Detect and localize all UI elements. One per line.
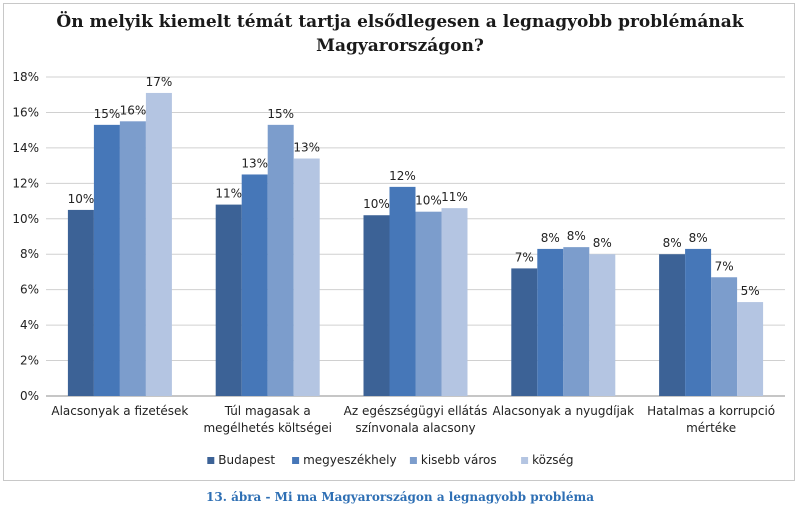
bar [659, 254, 686, 396]
bar [441, 208, 468, 396]
bar [363, 215, 390, 396]
y-tick-label: 6% [20, 283, 39, 297]
figure-caption: 13. ábra - Mi ma Magyarországon a legnag… [206, 490, 594, 504]
chart-title-line1: Ön melyik kiemelt témát tartja elsődlege… [56, 12, 744, 32]
data-label: 8% [567, 229, 586, 243]
category-label: mértéke [686, 421, 736, 435]
y-tick-label: 2% [20, 354, 39, 368]
data-label: 8% [593, 236, 612, 250]
bar [737, 302, 764, 396]
data-label: 10% [68, 192, 95, 206]
bar [389, 186, 416, 396]
data-label: 7% [515, 250, 534, 264]
bar [511, 268, 538, 396]
data-label: 10% [363, 197, 390, 211]
data-label: 15% [267, 107, 294, 121]
bar [293, 158, 320, 396]
legend-swatch [409, 457, 417, 464]
data-label: 8% [541, 231, 560, 245]
y-tick-label: 18% [12, 70, 39, 84]
legend-swatch [207, 457, 215, 464]
data-label: 16% [120, 103, 147, 117]
bar [215, 204, 242, 396]
data-label: 11% [215, 187, 242, 201]
data-label: 13% [241, 156, 268, 170]
data-label: 17% [146, 75, 173, 89]
category-label: Alacsonyak a nyugdíjak [492, 404, 634, 418]
y-tick-label: 16% [12, 105, 39, 119]
category-label: Hatalmas a korrupció [647, 404, 775, 418]
data-label: 8% [689, 231, 708, 245]
y-tick-label: 0% [20, 389, 39, 403]
bar [145, 92, 172, 396]
y-tick-label: 10% [12, 212, 39, 226]
bar [267, 124, 294, 396]
y-tick-label: 12% [12, 176, 39, 190]
category-label: Az egészségügyi ellátás [344, 404, 488, 418]
bar [537, 248, 564, 396]
chart-title-line2: Magyarországon? [316, 36, 484, 56]
bar [241, 174, 268, 396]
data-label: 11% [441, 190, 468, 204]
legend-swatch [521, 457, 529, 464]
data-label: 10% [415, 194, 442, 208]
data-label: 7% [715, 259, 734, 273]
category-label: színvonala alacsony [355, 421, 475, 435]
bar [589, 254, 616, 396]
bar-chart: 0%2%4%6%8%10%12%14%16%18%10%15% 16%17%Ala… [12, 70, 785, 467]
data-label: 5% [741, 284, 760, 298]
legend-label: kisebb város [421, 453, 497, 467]
bar [119, 121, 146, 397]
data-label: 12% [389, 169, 416, 183]
y-tick-label: 14% [12, 141, 39, 155]
bar [93, 124, 120, 396]
data-label: 8% [663, 236, 682, 250]
data-label: 15% [94, 107, 121, 121]
legend-label: megyeszékhely [303, 453, 396, 467]
legend-label: község [532, 453, 573, 467]
legend-label: Budapest [218, 453, 275, 467]
bar [563, 247, 590, 396]
chart-title: Ön melyik kiemelt témát tartja elsődlege… [20, 10, 780, 58]
category-label: megélhetés költségei [203, 421, 331, 435]
legend-swatch [292, 457, 300, 464]
bar [685, 248, 712, 396]
bar [711, 277, 738, 396]
bar [67, 209, 94, 396]
category-label: Túl magasak a [224, 404, 311, 418]
data-label: 13% [293, 141, 320, 155]
category-label: Alacsonyak a fizetések [51, 404, 188, 418]
y-tick-label: 4% [20, 318, 39, 332]
bar [415, 211, 442, 396]
y-tick-label: 8% [20, 247, 39, 261]
